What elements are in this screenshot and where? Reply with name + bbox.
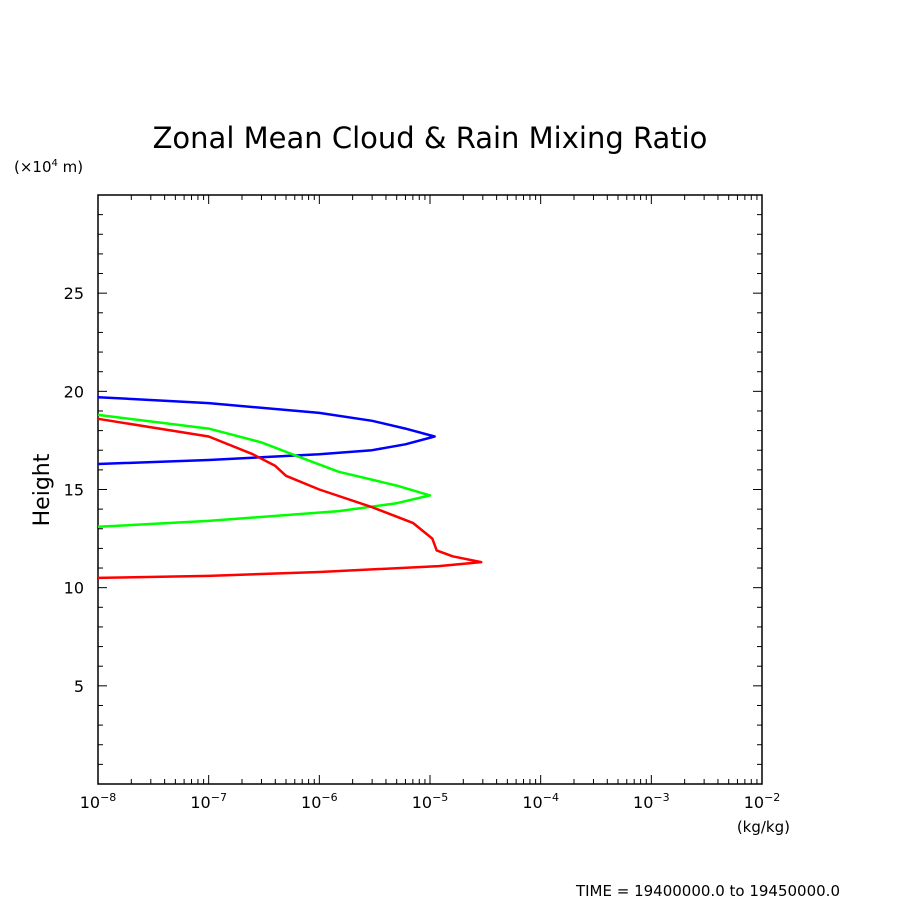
y-tick-label: 25 [64,284,84,303]
y-tick-label: 10 [64,579,84,598]
tick-labels: 5 10 15 20 25 10−8 10−7 10−6 10−5 10−4 10−3 10−2 [64,284,781,812]
x-tick-label: 10−5 [412,791,449,812]
x-tick-label: 10−8 [80,791,117,812]
y-tick-label: 5 [74,677,84,696]
series-line-1 [97,395,436,466]
y-axis-label: Height [30,453,55,526]
time-range-label: TIME = 19400000.0 to 19450000.0 [575,882,840,900]
chart-title: Zonal Mean Cloud & Rain Mixing Ratio [153,121,708,155]
y-tick-label: 15 [64,481,84,500]
x-tick-label: 10−2 [744,791,781,812]
y-tick-label: 20 [64,382,84,401]
x-tick-label: 10−3 [633,791,670,812]
x-unit-label: (kg/kg) [737,818,790,836]
y-unit-label: (×104 m) [14,158,83,176]
axis-ticks [97,195,763,784]
plot-frame [97,194,763,785]
series-line-3 [97,417,483,580]
x-tick-label: 10−7 [190,791,227,812]
x-tick-label: 10−6 [301,791,338,812]
series-line-2 [97,413,432,529]
series-lines [97,395,483,580]
x-tick-label: 10−4 [522,791,559,812]
